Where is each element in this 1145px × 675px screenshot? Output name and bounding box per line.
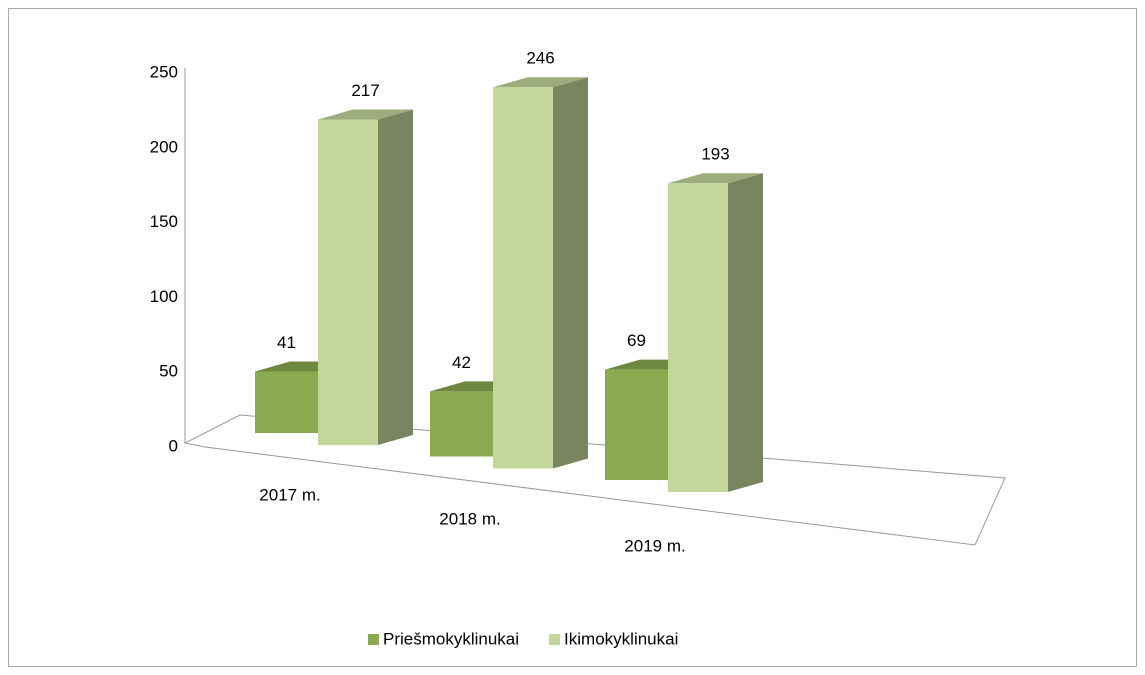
y-tick-label: 0	[169, 436, 178, 455]
floor	[183, 414, 1006, 546]
bar-top	[493, 77, 588, 88]
y-tick-label: 250	[150, 62, 178, 81]
bar	[493, 87, 553, 469]
bar	[318, 119, 378, 445]
data-label: 42	[452, 353, 471, 372]
y-tick-label: 200	[150, 137, 178, 156]
x-tick-label: 2017 m.	[259, 485, 320, 504]
y-tick-label: 100	[150, 287, 178, 306]
legend-swatch	[368, 634, 379, 645]
data-label: 69	[627, 331, 646, 350]
data-label: 193	[701, 145, 729, 164]
data-label: 41	[277, 333, 296, 352]
x-tick-label: 2018 m.	[439, 509, 500, 528]
data-label: 217	[351, 81, 379, 100]
bar-top	[668, 173, 763, 184]
bar	[605, 369, 668, 480]
bar-side	[378, 109, 413, 445]
y-tick-label: 150	[150, 212, 178, 231]
y-tick-label: 50	[159, 362, 178, 381]
bar-side	[553, 77, 588, 469]
bar	[255, 371, 318, 433]
x-tick-label: 2019 m.	[624, 536, 685, 555]
legend-swatch	[549, 634, 561, 645]
data-label: 246	[526, 49, 554, 68]
legend-label: Ikimokyklinukai	[564, 629, 678, 648]
legend-label: Priešmokyklinukai	[383, 629, 519, 648]
bar	[430, 391, 493, 457]
bar	[668, 183, 728, 492]
bar-side	[728, 173, 763, 492]
bar-top	[318, 109, 413, 120]
